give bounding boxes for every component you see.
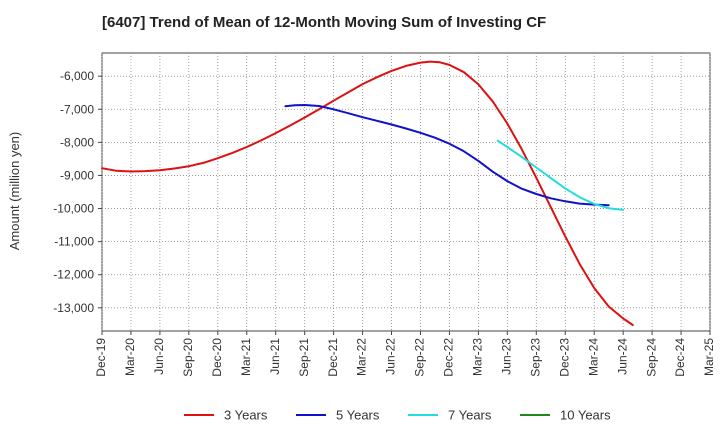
x-tick-label: Dec-21 <box>326 338 340 377</box>
legend-label-7-years: 7 Years <box>448 408 492 423</box>
x-tick-label: Jun-23 <box>500 338 514 375</box>
y-axis-label: Amount (million yen) <box>7 132 22 251</box>
y-tick-label: -8,000 <box>60 135 94 149</box>
x-tick-label: Mar-25 <box>702 338 716 376</box>
x-tick-label: Jun-22 <box>384 338 398 375</box>
y-tick-label: -12,000 <box>53 268 94 282</box>
x-tick-label: Mar-20 <box>123 338 137 376</box>
x-tick-label: Sep-21 <box>297 338 311 377</box>
series-layer <box>101 60 634 326</box>
x-tick-label: Sep-22 <box>413 338 427 377</box>
series-line-5-years <box>284 104 610 207</box>
y-tick-label: -9,000 <box>60 168 94 182</box>
x-tick-label: Sep-23 <box>528 338 542 377</box>
y-tick-label: -7,000 <box>60 102 94 116</box>
x-tick-label: Dec-24 <box>673 338 687 377</box>
legend-label-3-years: 3 Years <box>224 408 268 423</box>
x-tick-labels: Dec-19 Mar-20 Jun-20 Sep-20 Dec-20 Mar-21 Jun-… <box>94 338 716 377</box>
x-tick-label: Mar-22 <box>355 338 369 376</box>
y-tick-label: -10,000 <box>53 202 94 216</box>
x-tick-label: Dec-19 <box>94 338 108 377</box>
x-tick-label: Jun-21 <box>268 338 282 375</box>
x-tick-label: Dec-20 <box>210 338 224 377</box>
x-tick-label: Jun-20 <box>152 338 166 375</box>
series-line-7-years <box>496 139 625 211</box>
x-tick-label: Dec-23 <box>557 338 571 377</box>
legend-label-5-years: 5 Years <box>336 408 380 423</box>
y-tick-label: -6,000 <box>60 69 94 83</box>
chart-title: [6407] Trend of Mean of 12-Month Moving … <box>102 14 547 31</box>
x-tick-label: Jun-24 <box>615 338 629 375</box>
y-tick-label: -11,000 <box>54 235 94 249</box>
x-tick-label: Dec-22 <box>442 338 456 377</box>
y-tick-labels: -6,000 -7,000 -8,000 -9,000 -10,000 -11,000 -1… <box>53 69 94 315</box>
x-tick-label: Mar-24 <box>586 338 600 376</box>
x-tick-label: Mar-23 <box>471 338 485 376</box>
grid-layer <box>98 53 711 335</box>
y-tick-label: -13,000 <box>53 301 94 315</box>
x-tick-label: Mar-21 <box>239 338 253 376</box>
legend: 3 Years 5 Years 7 Years 10 Years <box>184 408 611 423</box>
x-tick-label: Sep-20 <box>181 338 195 377</box>
plot-area <box>101 52 711 332</box>
legend-label-10-years: 10 Years <box>560 408 611 423</box>
x-tick-label: Sep-24 <box>644 338 658 377</box>
